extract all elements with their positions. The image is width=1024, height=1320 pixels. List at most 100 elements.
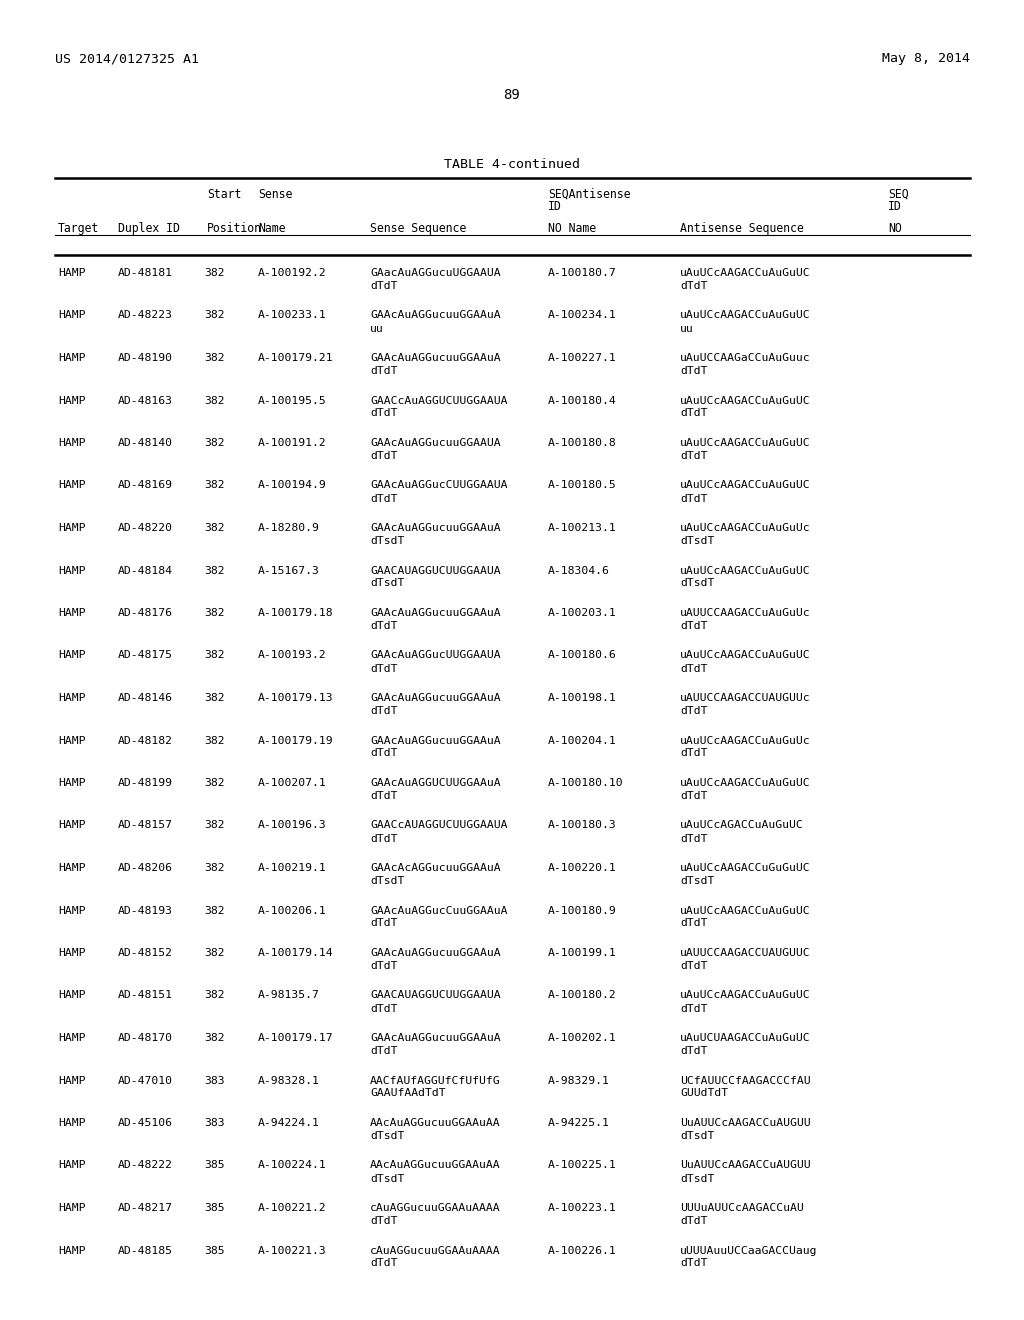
Text: A-100179.21: A-100179.21 — [258, 352, 334, 363]
Text: HAMP: HAMP — [58, 1034, 85, 1043]
Text: dTdT: dTdT — [680, 833, 708, 843]
Text: uAUUCCAAGACCUAUGUUC: uAUUCCAAGACCUAUGUUC — [680, 948, 811, 958]
Text: SEQ: SEQ — [888, 187, 908, 201]
Text: dTdT: dTdT — [680, 366, 708, 376]
Text: dTdT: dTdT — [680, 281, 708, 290]
Text: HAMP: HAMP — [58, 821, 85, 830]
Text: uAuUCcAAGACCuAuGuUC: uAuUCcAAGACCuAuGuUC — [680, 438, 811, 447]
Text: HAMP: HAMP — [58, 352, 85, 363]
Text: HAMP: HAMP — [58, 480, 85, 491]
Text: 382: 382 — [205, 821, 225, 830]
Text: AD-48170: AD-48170 — [118, 1034, 173, 1043]
Text: GAAcAuAGGucuuGGAAuA: GAAcAuAGGucuuGGAAuA — [370, 1034, 501, 1043]
Text: GAACAUAGGUCUUGGAAUA: GAACAUAGGUCUUGGAAUA — [370, 565, 501, 576]
Text: 382: 382 — [205, 906, 225, 916]
Text: UUUuAUUCcAAGACCuAU: UUUuAUUCcAAGACCuAU — [680, 1203, 804, 1213]
Text: dTdT: dTdT — [370, 451, 397, 461]
Text: 382: 382 — [205, 1034, 225, 1043]
Text: dTdT: dTdT — [680, 494, 708, 503]
Text: dTsdT: dTsdT — [680, 1131, 715, 1140]
Text: GAAcAuAGGUCUUGGAAuA: GAAcAuAGGUCUUGGAAuA — [370, 777, 501, 788]
Text: GAAcAcAGGucuuGGAAuA: GAAcAcAGGucuuGGAAuA — [370, 863, 501, 873]
Text: GAAcAuAGGucuuGGAAuA: GAAcAuAGGucuuGGAAuA — [370, 523, 501, 533]
Text: HAMP: HAMP — [58, 948, 85, 958]
Text: dTdT: dTdT — [680, 919, 708, 928]
Text: A-100193.2: A-100193.2 — [258, 651, 327, 660]
Text: US 2014/0127325 A1: US 2014/0127325 A1 — [55, 51, 199, 65]
Text: AD-48184: AD-48184 — [118, 565, 173, 576]
Text: dTdT: dTdT — [680, 451, 708, 461]
Text: GAAUfAAdTdT: GAAUfAAdTdT — [370, 1089, 445, 1098]
Text: dTdT: dTdT — [370, 706, 397, 715]
Text: A-100179.19: A-100179.19 — [258, 735, 334, 746]
Text: dTdT: dTdT — [680, 408, 708, 418]
Text: uAuUCcAAGACCuAuGuUC: uAuUCcAAGACCuAuGuUC — [680, 990, 811, 1001]
Text: A-100192.2: A-100192.2 — [258, 268, 327, 279]
Text: AD-48169: AD-48169 — [118, 480, 173, 491]
Text: UuAUUCcAAGACCuAUGUU: UuAUUCcAAGACCuAUGUU — [680, 1118, 811, 1129]
Text: uu: uu — [370, 323, 384, 334]
Text: A-100198.1: A-100198.1 — [548, 693, 616, 704]
Text: A-100179.17: A-100179.17 — [258, 1034, 334, 1043]
Text: A-100206.1: A-100206.1 — [258, 906, 327, 916]
Text: HAMP: HAMP — [58, 863, 85, 873]
Text: A-100213.1: A-100213.1 — [548, 523, 616, 533]
Text: 383: 383 — [205, 1118, 225, 1129]
Text: dTdT: dTdT — [370, 919, 397, 928]
Text: dTdT: dTdT — [370, 664, 397, 673]
Text: A-100223.1: A-100223.1 — [548, 1203, 616, 1213]
Text: A-100225.1: A-100225.1 — [548, 1160, 616, 1171]
Text: A-15167.3: A-15167.3 — [258, 565, 319, 576]
Text: AD-48217: AD-48217 — [118, 1203, 173, 1213]
Text: HAMP: HAMP — [58, 438, 85, 447]
Text: A-100234.1: A-100234.1 — [548, 310, 616, 321]
Text: UuAUUCcAAGACCuAUGUU: UuAUUCcAAGACCuAUGUU — [680, 1160, 811, 1171]
Text: AD-48152: AD-48152 — [118, 948, 173, 958]
Text: uAuUCcAAGACCuAuGuUc: uAuUCcAAGACCuAuGuUc — [680, 523, 811, 533]
Text: dTdT: dTdT — [370, 1216, 397, 1226]
Text: SEQAntisense: SEQAntisense — [548, 187, 631, 201]
Text: GAacAuAGGucuUGGAAUA: GAacAuAGGucuUGGAAUA — [370, 268, 501, 279]
Text: 382: 382 — [205, 352, 225, 363]
Text: HAMP: HAMP — [58, 651, 85, 660]
Text: GAAcAuAGGucUUGGAAUA: GAAcAuAGGucUUGGAAUA — [370, 651, 501, 660]
Text: 385: 385 — [205, 1160, 225, 1171]
Text: cAuAGGucuuGGAAuAAAA: cAuAGGucuuGGAAuAAAA — [370, 1203, 501, 1213]
Text: Sense Sequence: Sense Sequence — [370, 222, 466, 235]
Text: uAuUCcAAGACCuAuGuUC: uAuUCcAAGACCuAuGuUC — [680, 906, 811, 916]
Text: uAuUCcAAGACCuAuGuUC: uAuUCcAAGACCuAuGuUC — [680, 310, 811, 321]
Text: uAuUCcAAGACCuAuGuUC: uAuUCcAAGACCuAuGuUC — [680, 396, 811, 405]
Text: Sense: Sense — [258, 187, 293, 201]
Text: dTsdT: dTsdT — [370, 876, 404, 886]
Text: ID: ID — [888, 201, 902, 213]
Text: dTdT: dTdT — [370, 408, 397, 418]
Text: dTsdT: dTsdT — [370, 1173, 404, 1184]
Text: A-18304.6: A-18304.6 — [548, 565, 610, 576]
Text: AD-48222: AD-48222 — [118, 1160, 173, 1171]
Text: GAAcAuAGGucuuGGAAuA: GAAcAuAGGucuuGGAAuA — [370, 609, 501, 618]
Text: uAUUCCAAGACCuAuGuUc: uAUUCCAAGACCuAuGuUc — [680, 609, 811, 618]
Text: A-100180.8: A-100180.8 — [548, 438, 616, 447]
Text: ID: ID — [548, 201, 562, 213]
Text: NO Name: NO Name — [548, 222, 596, 235]
Text: A-100233.1: A-100233.1 — [258, 310, 327, 321]
Text: uAuUCcAGACCuAuGuUC: uAuUCcAGACCuAuGuUC — [680, 821, 804, 830]
Text: dTdT: dTdT — [370, 494, 397, 503]
Text: uAuUCcAAGACCuAuGuUC: uAuUCcAAGACCuAuGuUC — [680, 651, 811, 660]
Text: GAACcAuAGGUCUUGGAAUA: GAACcAuAGGUCUUGGAAUA — [370, 396, 508, 405]
Text: uAUUCCAAGACCUAUGUUc: uAUUCCAAGACCUAUGUUc — [680, 693, 811, 704]
Text: dTdT: dTdT — [370, 281, 397, 290]
Text: May 8, 2014: May 8, 2014 — [882, 51, 970, 65]
Text: uAuUCcAAGACCuAuGuUC: uAuUCcAAGACCuAuGuUC — [680, 777, 811, 788]
Text: 385: 385 — [205, 1203, 225, 1213]
Text: AD-48140: AD-48140 — [118, 438, 173, 447]
Text: 382: 382 — [205, 777, 225, 788]
Text: A-100180.3: A-100180.3 — [548, 821, 616, 830]
Text: A-100180.2: A-100180.2 — [548, 990, 616, 1001]
Text: GAAcAuAGGucCuuGGAAuA: GAAcAuAGGucCuuGGAAuA — [370, 906, 508, 916]
Text: AD-48220: AD-48220 — [118, 523, 173, 533]
Text: A-100226.1: A-100226.1 — [548, 1246, 616, 1255]
Text: A-100180.9: A-100180.9 — [548, 906, 616, 916]
Text: HAMP: HAMP — [58, 735, 85, 746]
Text: dTdT: dTdT — [680, 1216, 708, 1226]
